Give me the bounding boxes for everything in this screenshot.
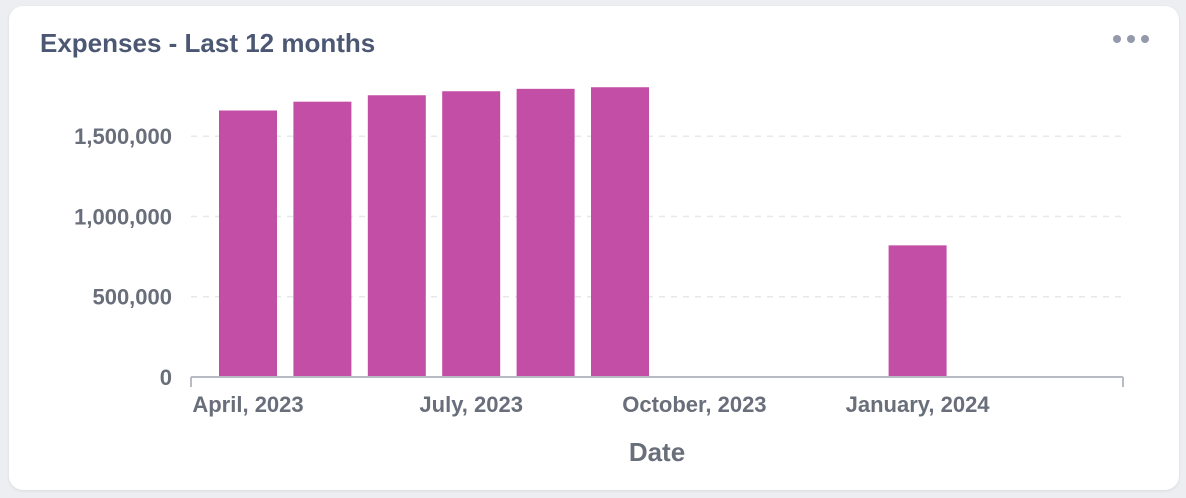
x-axis xyxy=(190,376,1124,387)
bars xyxy=(219,87,947,378)
y-tick-label: 500,000 xyxy=(92,285,172,310)
card-title: Expenses - Last 12 months xyxy=(40,28,376,58)
x-tick-label: October, 2023 xyxy=(622,392,766,417)
y-tick-label: 0 xyxy=(160,365,172,390)
x-tick-label: April, 2023 xyxy=(192,392,303,417)
bar-2023-07[interactable] xyxy=(442,91,501,377)
bar-2023-04[interactable] xyxy=(219,110,277,378)
x-tick-label: July, 2023 xyxy=(419,392,523,417)
bar-2023-05[interactable] xyxy=(293,101,352,377)
dot xyxy=(1141,35,1149,43)
x-tick-label: January, 2024 xyxy=(846,392,991,417)
y-axis-ticks: 0 500,000 1,000,000 1,500,000 xyxy=(74,124,172,390)
bar-2023-09[interactable] xyxy=(591,87,649,377)
bar-2023-08[interactable] xyxy=(516,88,575,378)
x-axis-label: Date xyxy=(629,437,685,467)
y-tick-label: 1,500,000 xyxy=(74,124,172,149)
dot xyxy=(1127,35,1135,43)
y-tick-label: 1,000,000 xyxy=(74,204,172,229)
bar-2024-01[interactable] xyxy=(888,245,947,377)
dot xyxy=(1113,35,1121,43)
more-dots-icon[interactable] xyxy=(1113,31,1149,47)
x-axis-ticks: April, 2023 July, 2023 October, 2023 Januar… xyxy=(192,392,990,417)
bar-2023-06[interactable] xyxy=(367,95,426,378)
